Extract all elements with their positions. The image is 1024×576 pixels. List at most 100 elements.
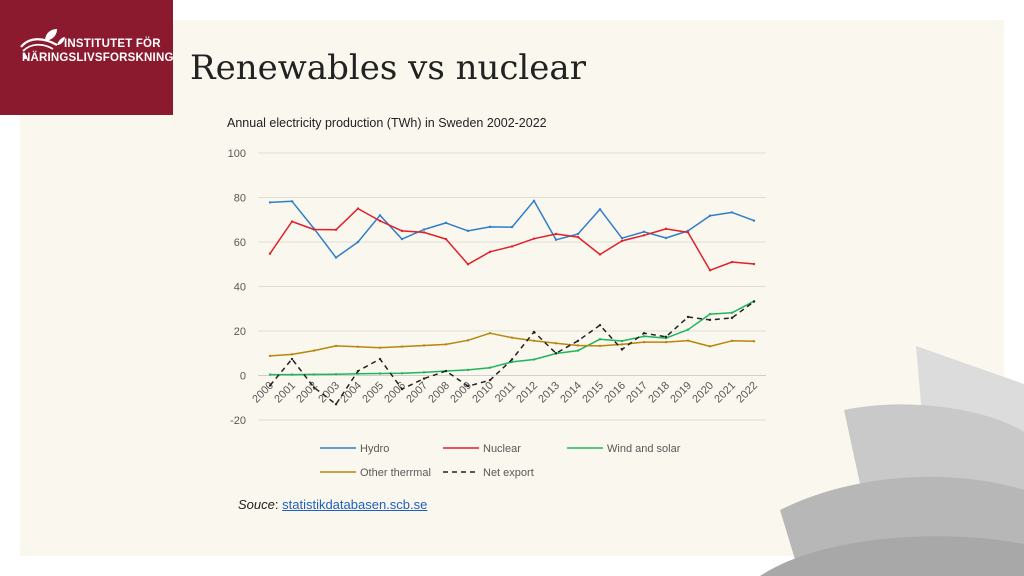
- data-point: [576, 349, 580, 352]
- data-point: [488, 366, 492, 369]
- x-axis-ticks: 2000200120022003200420052006200720082009…: [250, 380, 760, 406]
- data-point: [620, 348, 624, 351]
- data-point: [620, 343, 624, 346]
- data-point: [554, 342, 558, 345]
- deco-shape-4: [760, 536, 1024, 576]
- data-point: [642, 335, 646, 338]
- data-point: [356, 240, 360, 244]
- data-point: [334, 403, 338, 406]
- y-tick-label: 100: [228, 148, 246, 160]
- data-point: [290, 220, 294, 223]
- y-axis-ticks: 100 80 60 40 20 0 -20: [228, 148, 246, 427]
- data-point: [510, 360, 514, 364]
- data-point: [598, 338, 602, 341]
- data-point: [708, 318, 712, 322]
- data-point: [268, 384, 272, 387]
- data-point: [422, 371, 426, 374]
- data-point: [312, 373, 316, 376]
- data-point: [312, 386, 316, 389]
- data-point: [664, 335, 668, 338]
- data-point: [510, 358, 514, 361]
- legend-label: Wind and solar: [607, 443, 681, 455]
- y-tick-label: 0: [240, 371, 246, 383]
- data-point: [664, 340, 668, 344]
- data-point: [708, 269, 712, 272]
- x-tick-label: 2010: [470, 380, 496, 406]
- data-point: [752, 340, 756, 343]
- x-tick-label: 2022: [734, 380, 760, 406]
- x-tick-label: 2002: [294, 380, 320, 406]
- data-point: [268, 201, 272, 204]
- decorative-shapes: [760, 346, 1024, 576]
- data-point: [290, 373, 294, 376]
- y-tick-label: 40: [234, 282, 246, 294]
- data-point: [378, 357, 382, 361]
- data-point: [554, 352, 558, 355]
- x-tick-label: 2009: [448, 380, 474, 406]
- data-point: [356, 207, 360, 210]
- data-point: [752, 219, 756, 222]
- data-point: [334, 228, 338, 231]
- data-point: [554, 238, 558, 241]
- x-tick-label: 2016: [602, 380, 628, 406]
- data-point: [620, 339, 624, 343]
- legend-label: Net export: [483, 467, 534, 479]
- data-point: [400, 387, 404, 391]
- slide-background: [20, 20, 1004, 556]
- data-point: [532, 199, 536, 203]
- data-point: [488, 225, 492, 229]
- brand-name-line1: INSTITUTET FÖR: [64, 38, 161, 50]
- x-tick-label: 2006: [382, 380, 408, 406]
- data-point: [532, 330, 536, 334]
- y-tick-label: -20: [230, 415, 246, 427]
- data-point: [378, 372, 382, 375]
- data-point: [598, 208, 602, 211]
- data-point: [730, 316, 734, 320]
- x-tick-label: 2014: [558, 380, 584, 406]
- data-point: [444, 369, 448, 373]
- sprout-logo-icon: [20, 29, 65, 59]
- data-point: [730, 339, 734, 342]
- data-point: [642, 340, 646, 344]
- data-point: [510, 245, 514, 248]
- data-point: [730, 211, 734, 214]
- data-point: [708, 214, 712, 217]
- data-point: [642, 234, 646, 237]
- data-point: [620, 239, 624, 243]
- x-tick-label: 2004: [338, 380, 364, 406]
- data-point: [268, 354, 272, 358]
- data-point: [730, 260, 734, 264]
- data-point: [334, 372, 338, 376]
- data-point: [422, 231, 426, 234]
- data-point: [730, 311, 734, 314]
- data-point: [510, 336, 514, 339]
- data-point: [532, 339, 536, 342]
- y-tick-label: 20: [234, 326, 246, 338]
- data-point: [554, 232, 558, 236]
- legend-label: Hydro: [360, 443, 389, 455]
- x-tick-label: 2021: [712, 380, 738, 406]
- data-point: [642, 230, 646, 233]
- data-point: [620, 237, 624, 240]
- data-point: [576, 232, 580, 236]
- data-point: [356, 369, 360, 373]
- data-point: [334, 256, 338, 259]
- data-point: [356, 345, 360, 348]
- data-point: [488, 378, 492, 382]
- data-point: [268, 252, 272, 255]
- chart-title: Annual electricity production (TWh) in S…: [227, 116, 547, 130]
- data-point: [576, 344, 580, 347]
- data-point: [576, 339, 580, 342]
- data-point: [312, 349, 316, 352]
- series-line-nuclear: [269, 207, 755, 272]
- data-point: [466, 263, 470, 266]
- data-point: [466, 339, 470, 342]
- data-point: [400, 372, 404, 375]
- source-link[interactable]: statistikdatabasen.scb.se: [282, 497, 428, 512]
- x-tick-label: 2007: [404, 380, 430, 406]
- legend-label: Nuclear: [483, 443, 521, 455]
- data-point: [466, 384, 470, 388]
- data-point: [642, 332, 646, 335]
- legend-label: Other therrmal: [360, 467, 431, 479]
- data-point: [422, 377, 426, 380]
